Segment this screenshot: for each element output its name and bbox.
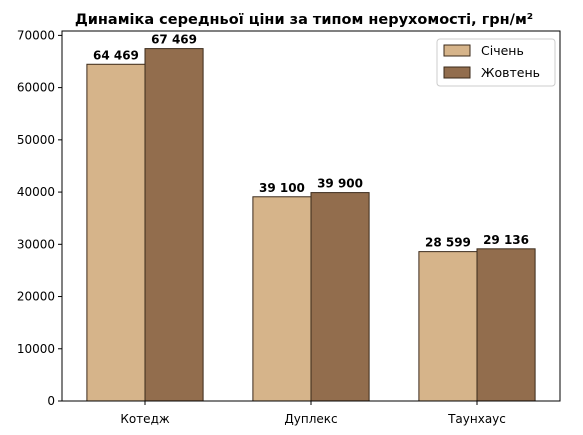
data-label: 29 136 — [483, 233, 529, 247]
data-label: 67 469 — [151, 33, 197, 47]
x-tick-label: Таунхаус — [447, 412, 506, 426]
bar — [144, 48, 204, 402]
y-tick-label: 10000 — [17, 342, 55, 356]
y-tick-label: 20000 — [17, 290, 55, 304]
y-tick-label: 30000 — [17, 237, 55, 251]
x-tick-label: Котедж — [120, 412, 170, 426]
legend-swatch — [443, 44, 471, 57]
data-label: 39 900 — [317, 177, 363, 191]
y-tick-label: 40000 — [17, 185, 55, 199]
chart-title: Динаміка середньої ціни за типом нерухом… — [75, 12, 533, 28]
legend-label: Жовтень — [481, 65, 540, 80]
data-label: 28 599 — [425, 236, 471, 250]
bar — [252, 196, 312, 402]
bar — [418, 251, 478, 402]
y-tick-label: 0 — [47, 394, 55, 408]
legend-swatch — [443, 66, 471, 79]
data-label: 64 469 — [93, 48, 139, 62]
y-tick-label: 50000 — [17, 133, 55, 147]
y-tick-label: 60000 — [17, 81, 55, 95]
bar — [86, 63, 146, 402]
data-label: 39 100 — [259, 181, 305, 195]
y-tick-label: 70000 — [17, 28, 55, 42]
plot-area: 64 469 39 100 28 599 67 469 39 900 29 136 0 100… — [17, 28, 561, 426]
legend-label: Січень — [481, 43, 524, 58]
bar — [476, 248, 536, 402]
bar — [310, 192, 370, 402]
x-tick-label: Дуплекс — [284, 412, 337, 426]
